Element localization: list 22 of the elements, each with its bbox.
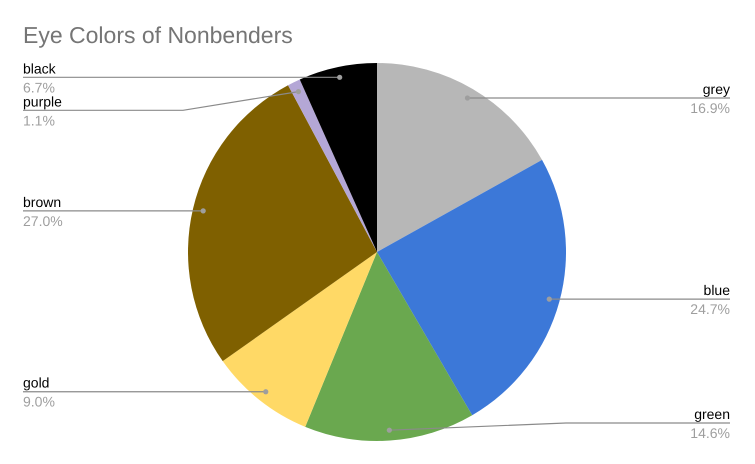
- data-label: 24.7%: [690, 301, 730, 318]
- pie-slice: [188, 85, 377, 362]
- slice-label: purple: [23, 93, 62, 110]
- slice-label: green: [694, 406, 730, 422]
- data-label: 14.6%: [690, 425, 730, 441]
- data-label: 16.9%: [690, 100, 730, 116]
- pie-slice: [288, 80, 377, 252]
- slice-label: blue: [704, 282, 730, 298]
- pie-slice: [300, 63, 377, 252]
- data-label: 6.7%: [23, 79, 55, 96]
- pie-slice: [305, 252, 472, 441]
- data-label: 27.0%: [23, 212, 63, 229]
- chart-title: Eye Colors of Nonbenders: [23, 22, 293, 48]
- slice-label: black: [23, 60, 57, 76]
- slice-label: gold: [23, 374, 50, 391]
- pie-slice: [377, 63, 542, 252]
- data-label: 1.1%: [23, 112, 55, 128]
- data-label: 9.0%: [23, 394, 55, 410]
- pie-slice: [222, 252, 377, 427]
- pie-slice: [377, 160, 566, 416]
- slice-label: grey: [702, 80, 730, 97]
- slice-label: brown: [23, 194, 62, 210]
